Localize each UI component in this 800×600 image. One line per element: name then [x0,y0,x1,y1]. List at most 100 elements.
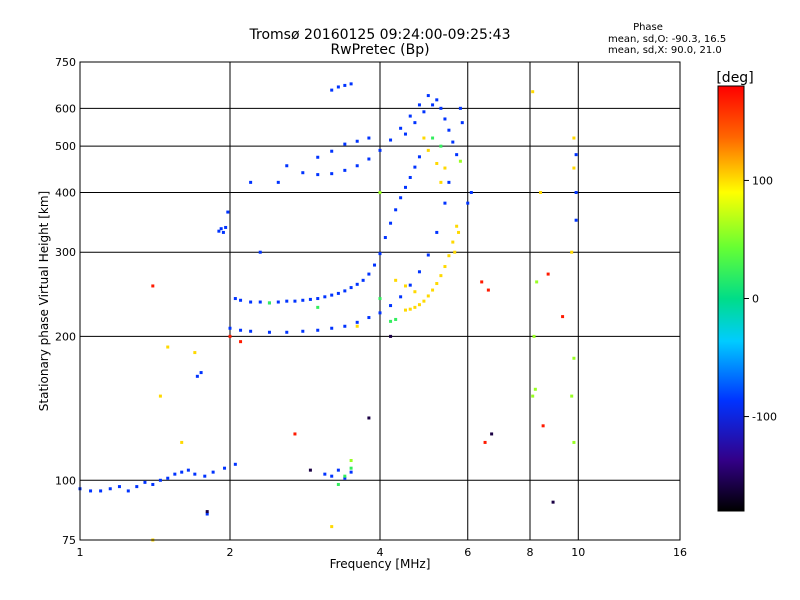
data-point [219,227,223,231]
data-point [378,148,382,152]
colorbar-tick-label: 0 [752,293,759,306]
chart-title: Tromsø 20160125 09:24:00-09:25:43 [249,27,511,43]
data-point [394,278,398,282]
x-tick-label: 8 [527,546,534,559]
data-point [224,225,228,229]
data-point [193,351,197,355]
data-point [443,265,447,269]
data-point [422,299,426,303]
chart-subtitle: RwPretec (Bp) [330,42,429,58]
data-point [239,340,243,344]
data-point [193,472,197,476]
data-point [483,440,487,444]
data-point [413,165,417,169]
data-point [308,297,312,301]
x-tick-label: 4 [377,546,384,559]
data-point [285,299,289,303]
data-point [217,229,221,233]
data-point [572,356,576,360]
data-point [399,126,403,130]
data-point [258,250,262,254]
data-point [426,94,430,98]
data-points [78,82,578,542]
phase-stats-o: mean, sd,O: -90.3, 16.5 [608,34,726,45]
data-point [355,282,359,286]
data-point [431,103,435,107]
data-point [531,90,535,94]
data-point [455,153,459,157]
colorbar-gradient [717,85,745,512]
data-point [551,500,555,504]
data-point [135,485,139,489]
x-tick-label: 6 [464,546,471,559]
data-point [574,218,578,222]
colorbar-tick-label: 100 [752,174,773,187]
data-point [574,153,578,157]
data-point [349,458,353,462]
data-point [378,252,382,256]
data-point [367,157,371,161]
data-point [403,185,407,189]
data-point [343,474,347,478]
data-point [336,85,340,89]
x-tick-label: 16 [673,546,687,559]
data-point [221,230,225,234]
data-point [349,470,353,474]
data-point [249,300,253,304]
data-point [301,329,305,333]
data-point [158,478,162,482]
data-point [330,474,334,478]
data-point [316,297,320,301]
data-point [151,482,155,486]
data-point [239,328,243,332]
data-point [399,295,403,299]
data-point [431,136,435,140]
data-point [439,106,443,110]
data-point [417,303,421,307]
data-point [239,298,243,302]
data-point [417,155,421,159]
data-point [323,472,327,476]
data-point [535,280,539,284]
data-point [435,282,439,286]
data-point [249,180,253,184]
data-point [413,305,417,309]
y-tick-label: 600 [55,102,76,115]
data-point [186,468,190,472]
colorbar-tick-label: -100 [752,411,777,424]
data-point [389,319,393,323]
data-point [199,371,203,375]
data-point [330,293,334,297]
data-point [330,88,334,92]
data-point [572,440,576,444]
data-point [228,326,232,330]
data-point [451,240,455,244]
data-point [126,489,130,493]
data-point [151,284,155,288]
data-point [417,270,421,274]
data-point [394,317,398,321]
data-point [443,201,447,205]
data-point [99,489,103,493]
data-point [355,139,359,143]
data-point [399,196,403,200]
data-point [532,334,536,338]
data-point [343,83,347,87]
data-point [408,283,412,287]
plot-frame [79,61,681,541]
data-point [389,138,393,142]
data-point [343,142,347,146]
data-point [403,308,407,312]
data-point [158,394,162,398]
data-point [166,476,170,480]
data-point [389,221,393,225]
data-point [323,295,327,299]
data-point [367,272,371,276]
y-tick-label: 300 [55,246,76,259]
data-point [373,263,377,267]
data-point [343,324,347,328]
y-tick-label: 100 [55,474,76,487]
data-point [316,305,320,309]
data-point [541,424,545,428]
